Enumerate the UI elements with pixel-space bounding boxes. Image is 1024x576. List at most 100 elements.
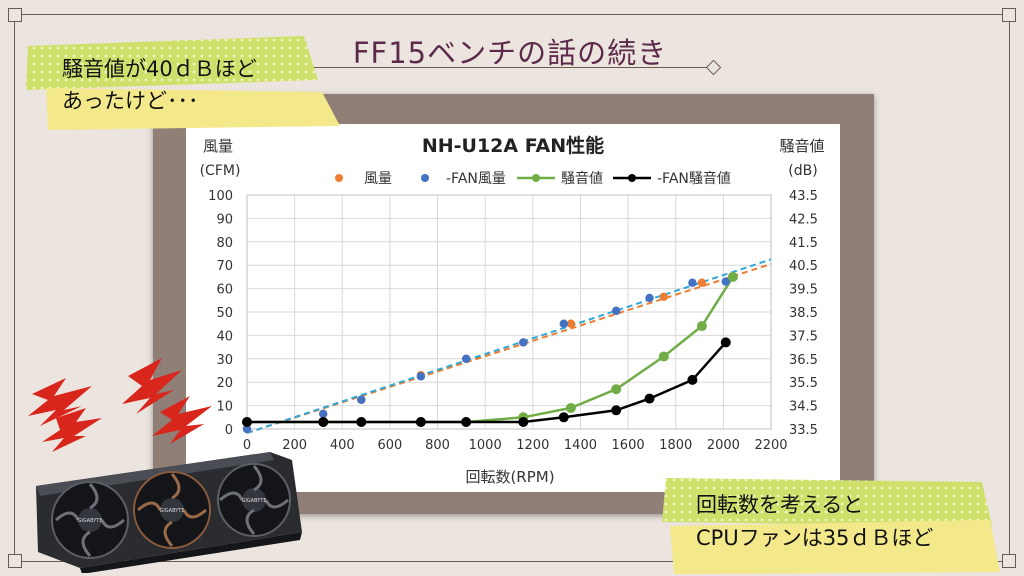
note-top-left-line2: あったけど･･･ bbox=[62, 89, 199, 113]
data-point-series-1 bbox=[461, 354, 471, 363]
x-tick-label: 2000 bbox=[707, 438, 740, 453]
title-underline bbox=[308, 67, 712, 68]
data-point-series-1 bbox=[416, 372, 426, 381]
y-right-tick-label: 37.5 bbox=[789, 329, 818, 344]
data-point-series-3 bbox=[518, 416, 529, 427]
frame-corner bbox=[1002, 554, 1016, 568]
legend-label-noise: 騒音値 bbox=[561, 170, 603, 187]
y-right-tick-label: 40.5 bbox=[789, 259, 818, 274]
data-point-series-0 bbox=[659, 292, 669, 301]
y-right-tick-label: 38.5 bbox=[789, 306, 818, 321]
data-point-series-0 bbox=[566, 319, 576, 328]
legend-marker-airflow bbox=[335, 174, 343, 182]
gpu-brand-label-center: GIGABYTE bbox=[159, 508, 184, 514]
data-point-series-3 bbox=[687, 374, 698, 385]
y-axis-right-unit: (dB) bbox=[788, 163, 817, 179]
data-point-series-3 bbox=[356, 416, 367, 427]
graphics-card-image: GIGABYTE GIGABYTE GIGABYTE bbox=[36, 452, 302, 573]
data-point-series-1 bbox=[645, 293, 654, 303]
x-tick-label: 400 bbox=[330, 438, 355, 453]
legend-marker-noise bbox=[532, 174, 540, 182]
y-right-tick-label: 35.5 bbox=[789, 376, 818, 391]
x-tick-label: 1200 bbox=[516, 438, 549, 453]
y-left-tick-label: 100 bbox=[208, 189, 233, 204]
y-left-tick-label: 10 bbox=[216, 400, 233, 415]
y-left-tick-label: 80 bbox=[216, 236, 233, 251]
data-point-series-3 bbox=[644, 393, 655, 404]
data-point-series-2 bbox=[611, 384, 622, 395]
page-title: FF15ベンチの話の続き bbox=[352, 36, 668, 70]
frame-corner bbox=[8, 554, 22, 568]
y-axis-right-label: 騒音値 bbox=[779, 137, 824, 155]
x-tick-label: 1800 bbox=[659, 438, 692, 453]
data-point-series-1 bbox=[688, 278, 697, 287]
legend-label-airflow: 風量 bbox=[364, 171, 392, 187]
data-point-series-2 bbox=[565, 402, 576, 413]
note-highlight-top-left bbox=[26, 36, 340, 130]
data-point-series-1 bbox=[242, 424, 252, 434]
data-point-series-3 bbox=[558, 412, 569, 423]
note-highlight-bottom-right bbox=[662, 478, 1000, 574]
data-point-series-2 bbox=[727, 271, 738, 282]
decorative-frame bbox=[14, 14, 1010, 562]
data-point-series-1 bbox=[721, 277, 730, 286]
data-point-series-2 bbox=[696, 321, 707, 332]
plot-area-border bbox=[246, 194, 772, 430]
noise-zigzag-icon bbox=[28, 358, 212, 452]
x-tick-label: 600 bbox=[377, 438, 402, 453]
y-axis-left-label: 風量 bbox=[203, 137, 233, 155]
y-left-tick-label: 20 bbox=[216, 376, 233, 391]
data-point-series-3 bbox=[461, 416, 472, 427]
legend-label-noise-nofan: -FAN騒音値 bbox=[657, 170, 731, 187]
x-tick-label: 0 bbox=[243, 438, 251, 453]
data-point-series-3 bbox=[318, 416, 329, 427]
data-point-series-2 bbox=[658, 351, 669, 362]
y-left-tick-label: 60 bbox=[216, 283, 233, 298]
trendline-1 bbox=[246, 258, 772, 434]
y-right-tick-label: 39.5 bbox=[789, 283, 818, 298]
legend-marker-noise-nofan bbox=[628, 174, 636, 182]
y-left-tick-label: 50 bbox=[216, 306, 233, 321]
y-right-tick-label: 34.5 bbox=[789, 400, 818, 415]
fan-left bbox=[51, 481, 129, 559]
chart-title: NH-U12A FAN性能 bbox=[422, 134, 604, 157]
y-right-tick-label: 33.5 bbox=[789, 423, 818, 438]
fan-center bbox=[133, 471, 211, 549]
data-point-series-3 bbox=[242, 416, 252, 427]
x-tick-label: 800 bbox=[425, 438, 450, 453]
y-right-tick-label: 43.5 bbox=[789, 189, 818, 204]
x-tick-label: 1400 bbox=[564, 438, 597, 453]
x-tick-label: 2200 bbox=[754, 438, 787, 453]
note-bottom-right-line1: 回転数を考えると bbox=[696, 493, 864, 517]
x-tick-label: 200 bbox=[282, 438, 307, 453]
chart-legend: 風量 -FAN風量 騒音値 -FAN騒音値 bbox=[335, 170, 731, 187]
y-left-tick-label: 90 bbox=[216, 212, 233, 227]
series-line-2 bbox=[247, 276, 734, 424]
y-right-tick-label: 41.5 bbox=[789, 236, 818, 251]
legend-label-airflow-nofan: -FAN風量 bbox=[446, 171, 506, 187]
x-tick-label: 1000 bbox=[469, 438, 502, 453]
y-left-tick-label: 70 bbox=[216, 259, 233, 274]
note-top-left-line1: 騒音値が40ｄＢほど bbox=[62, 57, 257, 81]
y-left-tick-label: 30 bbox=[216, 353, 233, 368]
y-right-tick-label: 42.5 bbox=[789, 212, 818, 227]
y-axis-left-unit: (CFM) bbox=[200, 163, 241, 179]
data-point-series-1 bbox=[519, 338, 528, 347]
data-point-series-3 bbox=[720, 337, 731, 348]
note-bottom-right-line2: CPUファンは35ｄＢほど bbox=[696, 526, 934, 550]
data-point-series-1 bbox=[559, 319, 568, 328]
frame-corner bbox=[8, 8, 22, 22]
y-left-tick-label: 40 bbox=[216, 329, 233, 344]
data-point-series-1 bbox=[611, 306, 621, 316]
x-tick-label: 1600 bbox=[612, 438, 645, 453]
data-point-series-0 bbox=[697, 278, 707, 287]
data-point-series-3 bbox=[415, 416, 426, 427]
y-left-tick-label: 0 bbox=[225, 423, 233, 438]
gpu-brand-label-right: GIGABYTE bbox=[241, 498, 266, 504]
gpu-brand-label-left: GIGABYTE bbox=[77, 518, 102, 524]
x-axis-label: 回転数(RPM) bbox=[465, 468, 554, 486]
legend-marker-airflow-nofan bbox=[421, 174, 429, 182]
data-point-series-3 bbox=[611, 405, 622, 416]
y-right-tick-label: 36.5 bbox=[789, 353, 818, 368]
